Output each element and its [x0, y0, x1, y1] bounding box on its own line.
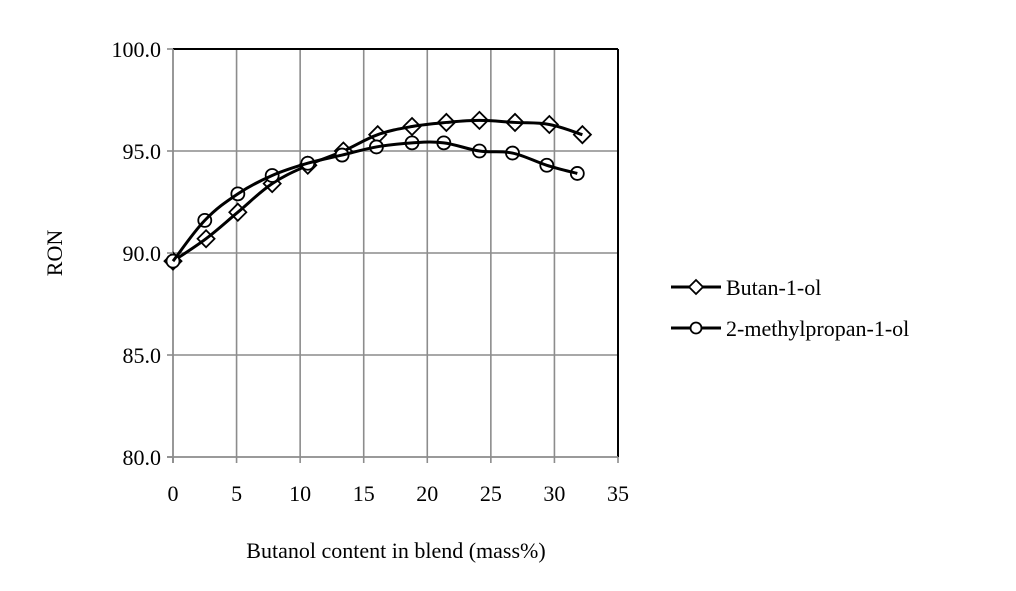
series-group — [163, 110, 593, 271]
x-tick-label: 35 — [607, 481, 629, 506]
x-tick-label: 20 — [416, 481, 438, 506]
legend-diamond-icon — [687, 278, 705, 296]
x-tick-label: 15 — [353, 481, 375, 506]
series-line — [171, 140, 578, 263]
x-tick-label: 10 — [289, 481, 311, 506]
x-tick-label: 0 — [168, 481, 179, 506]
series-butan-1-ol — [163, 110, 593, 271]
y-axis-title: RON — [42, 230, 67, 277]
y-tick-label: 90.0 — [123, 241, 162, 266]
grid — [173, 48, 619, 457]
x-tick-label: 30 — [543, 481, 565, 506]
y-tick-label: 95.0 — [123, 139, 162, 164]
axes — [167, 48, 619, 463]
y-tick-label: 80.0 — [123, 445, 162, 470]
x-tick-label: 5 — [231, 481, 242, 506]
legend-circle-icon — [689, 321, 703, 335]
legend-item: Butan-1-ol — [671, 275, 821, 300]
legend-item: 2-methylpropan-1-ol — [671, 316, 909, 341]
y-tick-label: 85.0 — [123, 343, 162, 368]
y-tick-label: 100.0 — [112, 37, 162, 62]
tick-labels: 80.0 85.0 90.0 95.0 100.0 0 5 10 15 20 25 30 35 — [112, 37, 630, 506]
legend: Butan-1-ol 2-methylpropan-1-ol — [671, 275, 909, 341]
series-line — [172, 118, 583, 263]
x-tick-label: 25 — [480, 481, 502, 506]
series-2-methylpropan-1-ol — [165, 135, 585, 269]
x-axis-title: Butanol content in blend (mass%) — [246, 538, 545, 563]
legend-label: Butan-1-ol — [726, 275, 821, 300]
legend-label: 2-methylpropan-1-ol — [726, 316, 909, 341]
